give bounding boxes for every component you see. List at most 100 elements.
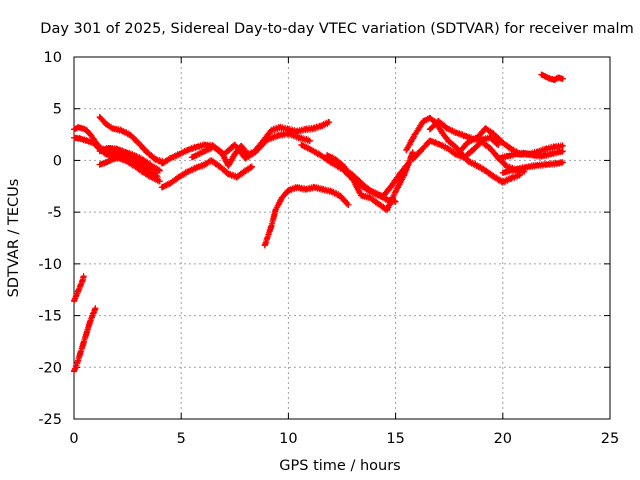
data-point: [122, 149, 129, 156]
series-t6: [158, 157, 255, 191]
data-point: [435, 118, 442, 125]
data-point: [306, 146, 313, 153]
data-point: [199, 149, 206, 156]
data-point: [263, 136, 270, 143]
series-t12: [261, 183, 352, 249]
data-point: [508, 146, 515, 153]
data-point: [201, 141, 208, 148]
data-point: [139, 168, 146, 175]
data-point: [298, 141, 305, 148]
data-point: [456, 148, 463, 155]
data-point: [90, 310, 97, 317]
data-point: [358, 192, 365, 199]
data-point: [559, 159, 566, 166]
data-point: [156, 167, 163, 174]
data-point: [403, 147, 410, 154]
data-point: [293, 128, 300, 135]
data-marks: [158, 157, 255, 191]
data-point: [366, 194, 373, 201]
data-point: [83, 329, 90, 336]
data-point: [122, 157, 129, 164]
data-point: [482, 125, 489, 132]
data-point: [375, 191, 382, 198]
data-point: [285, 187, 292, 194]
data-marks: [538, 71, 566, 83]
data-point: [553, 160, 560, 167]
y-axis-label: SDTVAR / TECUs: [6, 179, 22, 298]
data-point: [79, 277, 86, 284]
data-point: [135, 139, 142, 146]
data-point: [83, 127, 90, 134]
data-point: [139, 156, 146, 163]
data-point: [486, 145, 493, 152]
tick-layer: 0 5 10 15 20 25 -25 -20 -15 -10 -5 0 5 10: [38, 50, 619, 447]
data-point: [401, 171, 408, 178]
data-point: [71, 126, 77, 133]
series-t11: [341, 166, 399, 206]
x-tick-label: 15: [386, 431, 404, 447]
data-point: [268, 223, 275, 230]
y-tick-label: -25: [38, 412, 62, 428]
data-point: [491, 173, 498, 180]
data-point: [529, 152, 536, 159]
data-point: [238, 142, 245, 149]
x-tick-label: 0: [69, 431, 78, 447]
series-t13: [403, 114, 523, 186]
data-point: [184, 168, 191, 175]
data-point: [469, 147, 476, 154]
data-point: [148, 173, 155, 180]
data-point: [176, 173, 183, 180]
y-tick-label: 0: [53, 153, 62, 169]
data-marks: [261, 183, 352, 249]
data-point: [504, 153, 511, 160]
data-point: [542, 146, 549, 153]
plot-frame: [73, 56, 611, 420]
data-point: [193, 164, 200, 171]
data-point: [184, 147, 191, 154]
data-point: [71, 134, 77, 141]
data-point: [285, 130, 292, 137]
y-tick-label: -15: [38, 309, 62, 325]
data-point: [261, 242, 268, 249]
data-point: [293, 184, 300, 191]
data-point: [555, 149, 562, 156]
data-point: [131, 152, 138, 159]
data-point: [465, 158, 472, 165]
data-point: [491, 131, 498, 138]
data-point: [77, 135, 84, 142]
data-point: [77, 282, 84, 289]
data-point: [478, 136, 485, 143]
data-point: [96, 161, 103, 168]
data-point: [126, 131, 133, 138]
data-point: [73, 292, 80, 299]
data-point: [555, 74, 562, 81]
data-point: [158, 160, 165, 167]
data-point: [193, 143, 200, 150]
data-point: [426, 126, 433, 133]
data-point: [302, 126, 309, 133]
series-t8: [188, 130, 313, 162]
data-point: [152, 156, 159, 163]
data-point: [156, 178, 163, 185]
data-point: [499, 169, 506, 176]
data-point: [452, 143, 459, 150]
data-point: [508, 175, 515, 182]
data-point: [87, 318, 94, 325]
data-point: [474, 162, 481, 169]
data-point: [435, 140, 442, 147]
data-point: [167, 180, 174, 187]
data-point: [426, 115, 433, 122]
x-tick-label: 5: [177, 431, 186, 447]
data-point: [80, 273, 87, 280]
data-point: [388, 183, 395, 190]
data-point: [208, 157, 215, 164]
data-point: [131, 162, 138, 169]
data-point: [559, 148, 566, 155]
data-point: [71, 368, 77, 375]
data-point: [143, 149, 150, 156]
data-point: [384, 207, 391, 214]
data-point: [521, 150, 528, 157]
data-point: [486, 134, 493, 141]
data-point: [559, 142, 566, 149]
data-point: [242, 155, 249, 162]
